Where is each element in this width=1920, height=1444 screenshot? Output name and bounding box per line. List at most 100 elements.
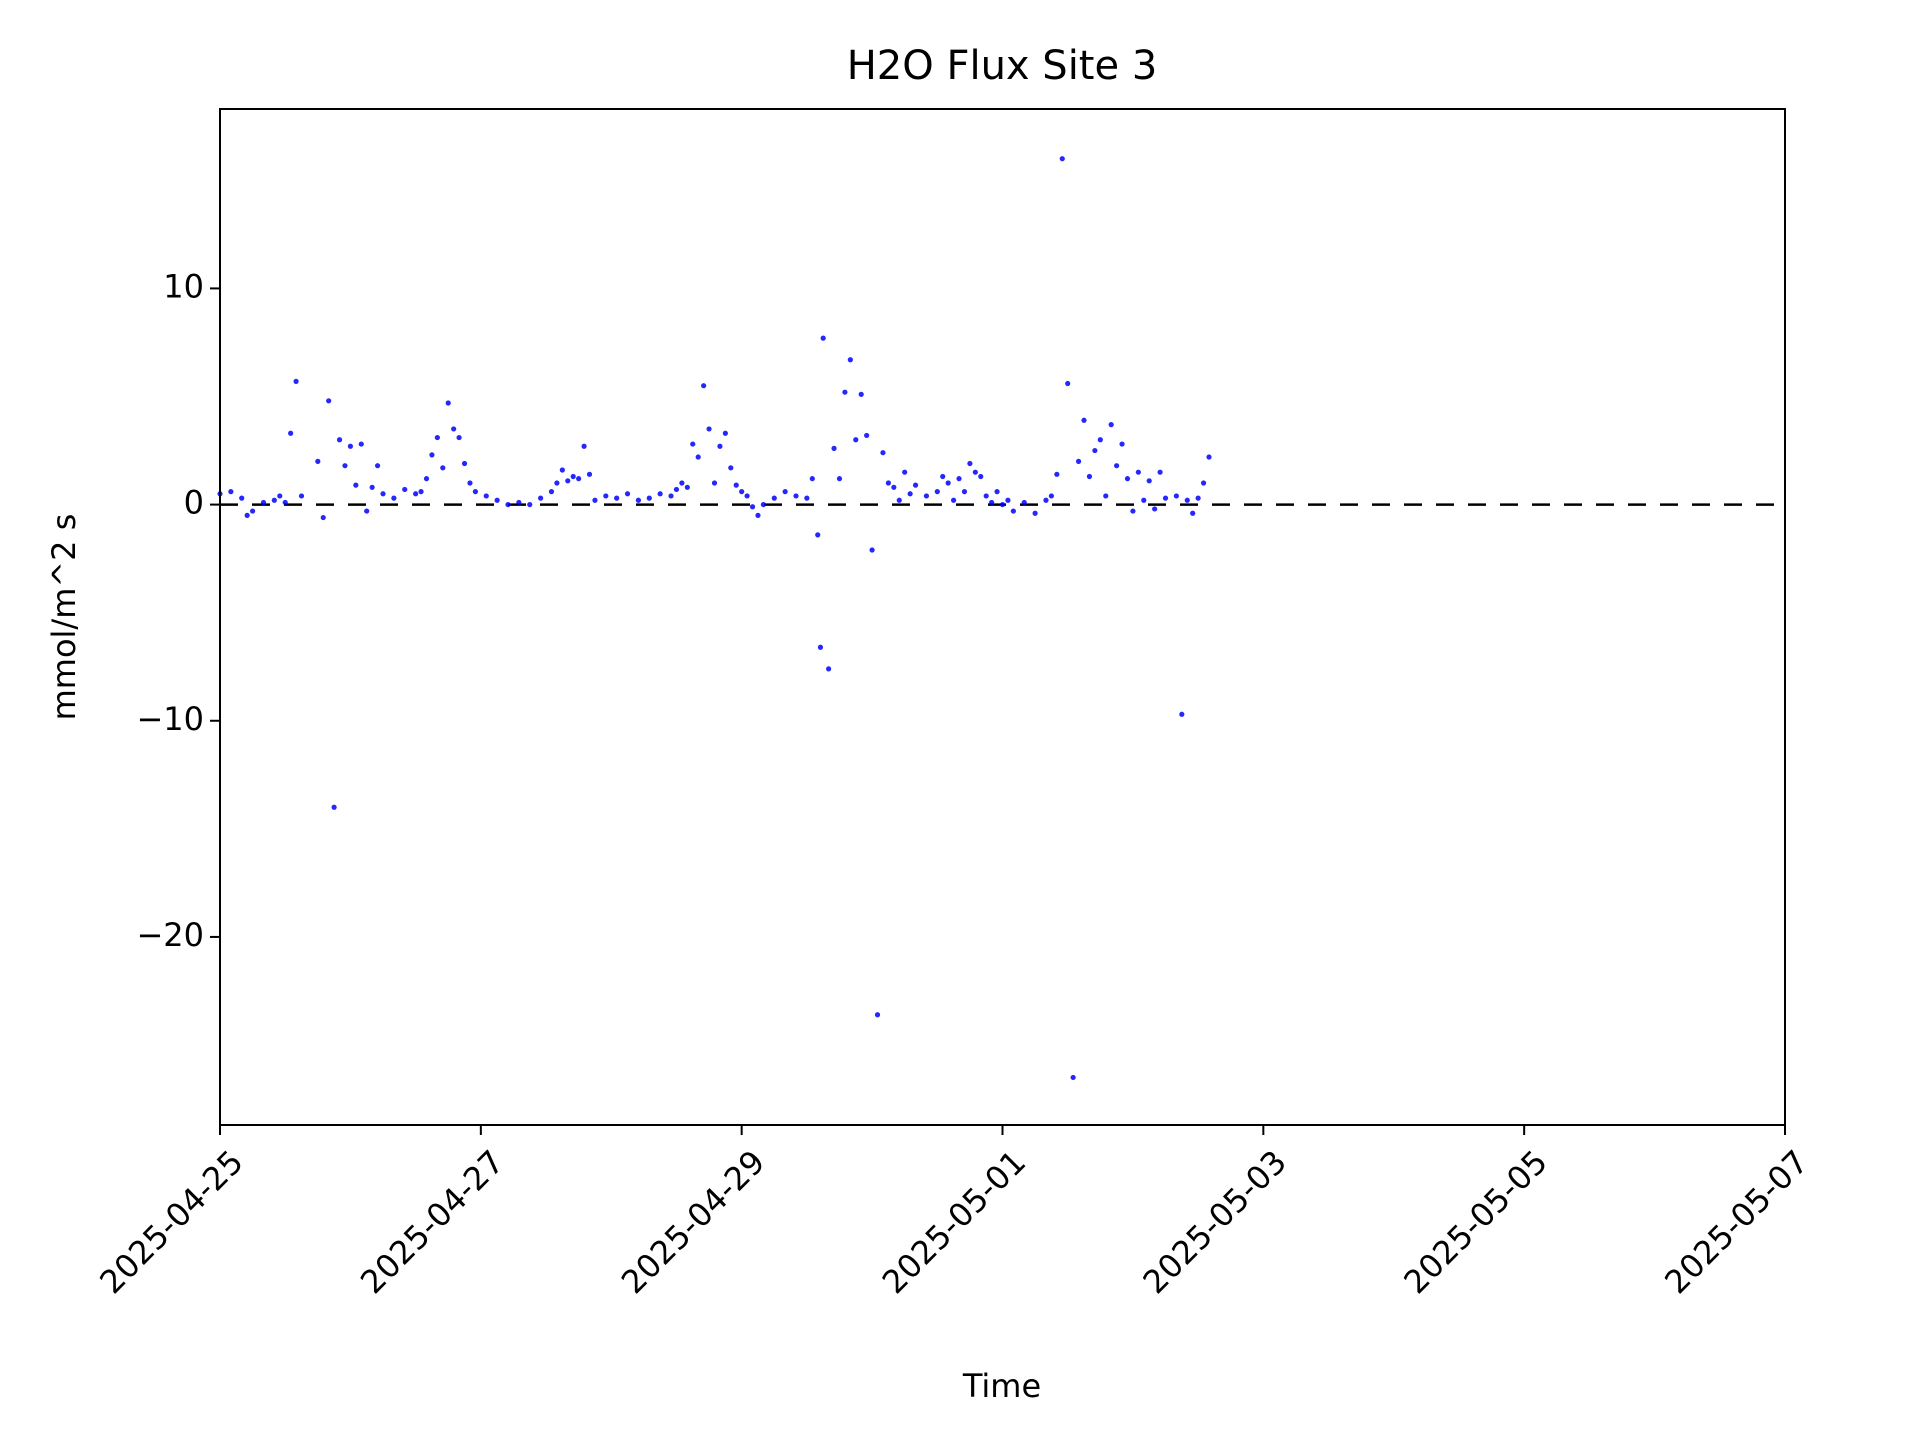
point <box>1190 510 1196 516</box>
point <box>347 443 354 449</box>
point <box>624 491 631 497</box>
point <box>907 491 913 497</box>
point <box>847 357 853 363</box>
point <box>760 501 767 508</box>
point <box>538 495 544 501</box>
point <box>793 493 799 499</box>
point <box>945 480 951 486</box>
point <box>749 504 756 510</box>
point <box>320 514 326 521</box>
point <box>369 484 375 490</box>
point <box>804 495 810 501</box>
point <box>739 489 745 495</box>
point <box>1206 454 1212 460</box>
point <box>423 476 430 482</box>
point <box>559 467 565 473</box>
point <box>1075 458 1082 464</box>
point <box>885 480 891 486</box>
point <box>1108 422 1114 428</box>
point <box>326 398 332 404</box>
point <box>592 497 598 503</box>
point <box>456 434 462 441</box>
point <box>548 489 555 495</box>
point <box>978 473 984 480</box>
point <box>293 378 299 384</box>
point <box>554 480 560 486</box>
point <box>1114 463 1120 469</box>
point <box>701 383 707 389</box>
point <box>972 469 978 475</box>
point <box>940 473 946 480</box>
point <box>690 441 696 447</box>
point <box>1097 437 1103 443</box>
point <box>684 484 690 490</box>
point <box>869 547 875 553</box>
point <box>516 499 522 506</box>
point <box>864 432 870 439</box>
point <box>1010 508 1016 514</box>
point <box>364 508 370 514</box>
point <box>923 493 930 499</box>
point <box>891 484 897 490</box>
point <box>1119 441 1125 447</box>
point <box>1179 711 1185 717</box>
point <box>277 493 283 499</box>
point <box>815 532 821 538</box>
point <box>1070 1074 1076 1081</box>
point <box>809 476 815 482</box>
point <box>1152 506 1158 512</box>
point <box>494 497 500 503</box>
point <box>836 476 843 482</box>
point <box>570 473 576 480</box>
point <box>728 465 734 471</box>
point <box>1081 417 1087 423</box>
point <box>874 1012 881 1018</box>
point <box>586 471 593 477</box>
point <box>902 469 908 475</box>
point <box>1173 493 1179 499</box>
point <box>1086 473 1093 480</box>
point <box>461 460 468 467</box>
x-tick-label: 2025-05-05 <box>1396 1143 1554 1301</box>
point <box>315 458 321 464</box>
point <box>1157 469 1163 475</box>
point <box>853 437 859 443</box>
point <box>288 430 294 436</box>
point <box>999 501 1006 508</box>
point <box>912 482 919 488</box>
point <box>1130 508 1136 514</box>
point <box>1043 497 1049 503</box>
point <box>826 666 832 672</box>
point <box>679 480 685 486</box>
point <box>1195 495 1201 501</box>
y-tick-label: 0 <box>184 484 204 522</box>
point <box>576 476 582 482</box>
point <box>733 482 739 488</box>
point <box>1124 476 1131 482</box>
x-tick-label: 2025-04-29 <box>614 1143 772 1301</box>
point <box>1184 497 1190 503</box>
point <box>1135 469 1141 475</box>
x-tick-label: 2025-05-07 <box>1657 1143 1815 1301</box>
point <box>228 489 234 495</box>
point <box>706 426 712 432</box>
point <box>434 434 440 441</box>
point <box>581 443 587 449</box>
point <box>402 486 408 493</box>
point <box>673 486 680 493</box>
x-tick-label: 2025-04-27 <box>353 1143 511 1301</box>
point <box>374 463 381 469</box>
point <box>1065 380 1071 387</box>
point <box>695 454 701 460</box>
point <box>668 493 674 499</box>
point <box>336 437 343 443</box>
point <box>934 489 940 495</box>
point <box>1103 493 1109 499</box>
point <box>1092 447 1098 454</box>
point <box>782 489 788 495</box>
point <box>967 460 973 467</box>
point <box>950 497 957 503</box>
x-tick-label: 2025-05-01 <box>875 1143 1033 1301</box>
point <box>1005 497 1011 503</box>
